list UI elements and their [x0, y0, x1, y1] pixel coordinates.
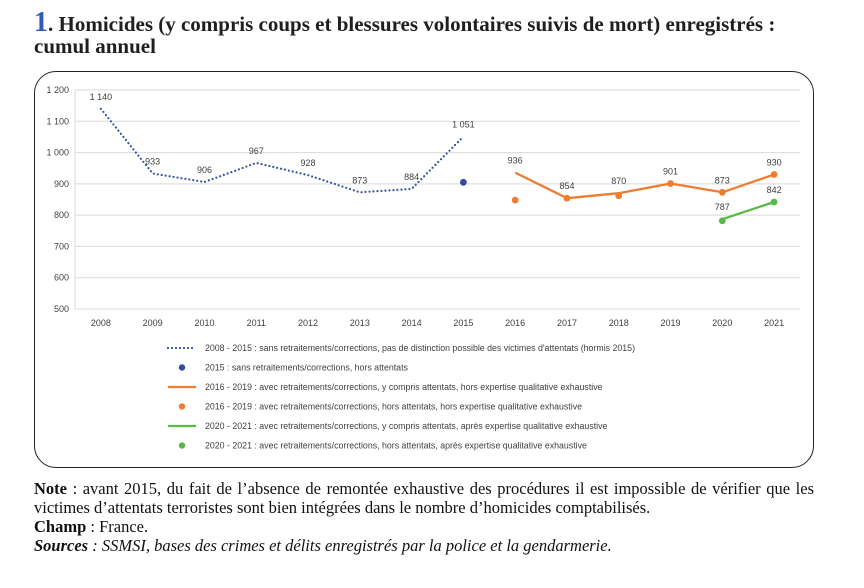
x-tick-label: 2008 [91, 318, 111, 328]
y-tick-label: 500 [54, 304, 69, 314]
series-marker-3 [718, 188, 726, 196]
y-tick-label: 800 [54, 210, 69, 220]
x-tick-label: 2020 [712, 318, 732, 328]
champ-paragraph: Champ : France. [34, 517, 814, 536]
x-tick-label: 2012 [298, 318, 318, 328]
x-tick-label: 2011 [247, 318, 266, 328]
series-marker-3 [511, 196, 519, 204]
data-label: 933 [145, 157, 160, 167]
legend-entry-3: 2016 - 2019 : avec retraitements/correct… [205, 402, 582, 412]
y-tick-label: 1 000 [46, 148, 69, 158]
data-label: 936 [508, 156, 523, 166]
x-tick-label: 2009 [143, 318, 163, 328]
y-tick-label: 700 [54, 241, 69, 251]
y-tick-label: 600 [54, 273, 69, 283]
legend-entry-2: 2016 - 2019 : avec retraitements/correct… [205, 382, 603, 392]
legend-entry-5: 2020 - 2021 : avec retraitements/correct… [205, 441, 587, 451]
x-tick-label: 2021 [764, 318, 784, 328]
x-tick-label: 2019 [661, 318, 681, 328]
x-tick-label: 2013 [350, 318, 370, 328]
chart-title: 1. Homicides (y compris coups et blessur… [34, 9, 834, 58]
x-tick-label: 2014 [402, 318, 422, 328]
y-tick-label: 900 [54, 179, 69, 189]
chart-svg: 500 600 700 800 900 1 000 1 100 1 200 2008 2009 20… [46, 85, 800, 451]
champ-label: Champ [34, 517, 87, 536]
champ-text: : France. [86, 517, 149, 536]
series-marker-1 [459, 178, 467, 186]
y-tick-label: 1 100 [46, 116, 69, 126]
series-line-0 [99, 107, 465, 194]
data-label: 884 [404, 172, 419, 182]
series-marker-3 [667, 180, 674, 187]
legend-swatch-3 [178, 403, 186, 410]
legend-swatch-5 [178, 442, 186, 449]
series-marker-3 [615, 192, 623, 200]
data-label: 930 [767, 157, 782, 167]
series-marker-3 [770, 171, 778, 178]
data-label: 1 051 [452, 120, 475, 130]
sources-paragraph: Sources : SSMSI, bases des crimes et dél… [34, 536, 814, 555]
series-line-2 [514, 171, 775, 200]
legend-swatch-1 [178, 364, 186, 371]
note-text: : avant 2015, du fait de l’absence de re… [34, 479, 814, 517]
data-label: 873 [715, 175, 730, 185]
legend-entry-4: 2020 - 2021 : avec retraitements/correct… [205, 421, 608, 431]
x-tick-label: 2010 [194, 318, 214, 328]
data-label: 854 [559, 181, 574, 191]
note-paragraph: Note : avant 2015, du fait de l’absence … [34, 479, 814, 517]
data-label: 901 [663, 167, 678, 177]
data-label: 967 [249, 146, 264, 156]
x-tick-label: 2017 [557, 318, 577, 328]
legend-entry-1: 2015 : sans retraitements/corrections, h… [205, 363, 409, 373]
note-label: Note [34, 479, 67, 498]
x-tick-label: 2015 [453, 318, 473, 328]
chart-frame [34, 71, 814, 468]
x-tick-label: 2016 [505, 318, 525, 328]
sources-text: : SSMSI, bases des crimes et délits enre… [88, 536, 612, 555]
data-label: 787 [715, 202, 730, 212]
series-marker-3 [563, 194, 571, 202]
title-text: . Homicides (y compris coups et blessure… [34, 12, 776, 58]
series-marker-5 [770, 198, 778, 206]
data-label: 873 [352, 175, 367, 185]
data-label: 842 [767, 185, 782, 195]
data-label: 1 140 [90, 92, 113, 102]
data-label: 928 [301, 158, 316, 168]
data-label: 906 [197, 165, 212, 175]
series-line-4 [721, 200, 775, 221]
notes-block: Note : avant 2015, du fait de l’absence … [34, 479, 814, 555]
y-tick-label: 1 200 [46, 85, 69, 95]
title-number: 1 [34, 7, 48, 38]
data-label: 870 [611, 176, 626, 186]
series-marker-5 [718, 217, 726, 225]
x-tick-label: 2018 [609, 318, 629, 328]
sources-label: Sources [34, 536, 89, 555]
legend-entry-0: 2008 - 2015 : sans retraitements/correct… [205, 343, 635, 353]
